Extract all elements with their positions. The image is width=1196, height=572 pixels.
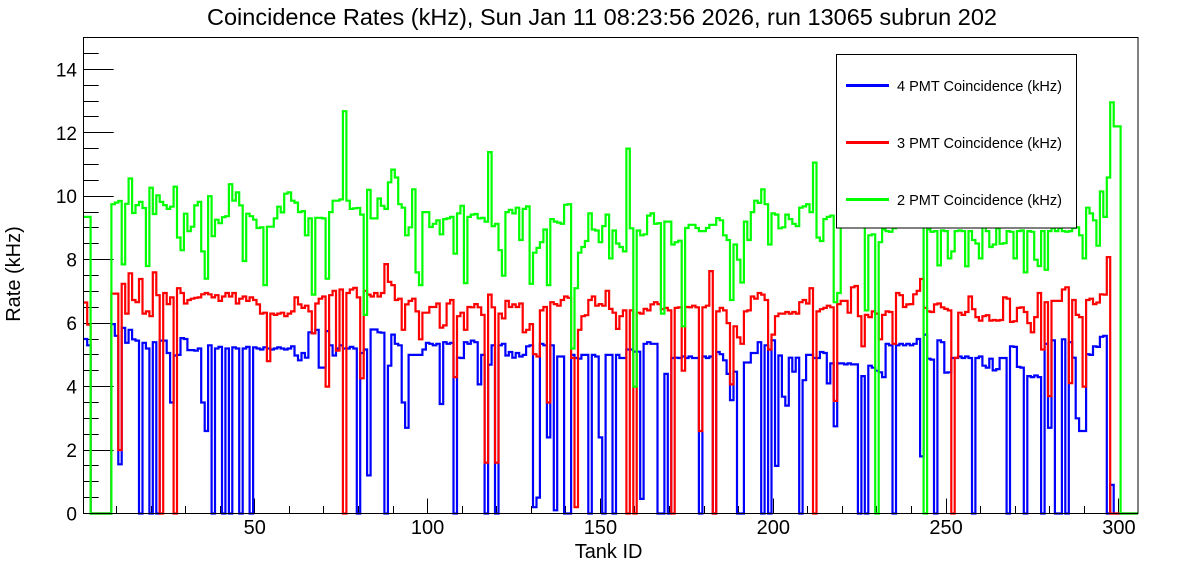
svg-text:250: 250 <box>929 517 962 539</box>
svg-text:Tank ID: Tank ID <box>575 541 643 563</box>
svg-text:Rate (kHz): Rate (kHz) <box>3 226 25 322</box>
svg-text:50: 50 <box>244 517 266 539</box>
svg-text:150: 150 <box>584 517 617 539</box>
svg-text:300: 300 <box>1102 517 1135 539</box>
svg-text:10: 10 <box>56 187 77 208</box>
svg-text:2 PMT Coincidence (kHz): 2 PMT Coincidence (kHz) <box>897 193 1062 209</box>
svg-text:12: 12 <box>56 124 77 145</box>
svg-text:100: 100 <box>411 517 444 539</box>
svg-text:4 PMT Coincidence (kHz): 4 PMT Coincidence (kHz) <box>897 79 1062 95</box>
svg-text:8: 8 <box>66 251 77 272</box>
svg-text:6: 6 <box>66 314 77 335</box>
svg-text:4: 4 <box>66 378 77 399</box>
svg-text:0: 0 <box>66 505 77 526</box>
svg-text:3 PMT Coincidence (kHz): 3 PMT Coincidence (kHz) <box>897 136 1062 152</box>
svg-text:14: 14 <box>56 60 78 81</box>
svg-text:200: 200 <box>757 517 790 539</box>
svg-text:Coincidence Rates (kHz), Sun J: Coincidence Rates (kHz), Sun Jan 11 08:2… <box>207 4 997 30</box>
svg-text:2: 2 <box>66 441 77 462</box>
